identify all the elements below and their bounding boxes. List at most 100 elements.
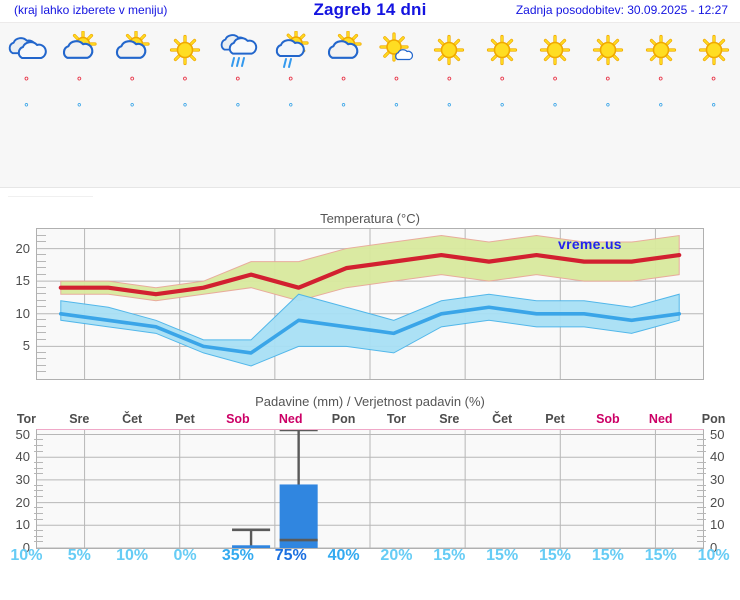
axis-minor-tick (34, 512, 43, 514)
precipitation-day-label: Pet (175, 412, 195, 426)
axis-minor-tick (37, 319, 46, 321)
temperature-axis-tick: 20 (15, 240, 30, 256)
partly-sunny-icon (317, 30, 370, 70)
forecast-day-column: ° ° (687, 27, 740, 123)
forecast-temp-min: ° (394, 101, 399, 114)
axis-minor-tick (37, 358, 46, 360)
axis-minor-tick (34, 541, 43, 543)
partly-sunny-icon (53, 30, 106, 70)
forecast-temp-min: ° (288, 101, 293, 114)
forecast-day-column: ° ° (423, 27, 476, 123)
precipitation-probability: 15% (644, 547, 677, 564)
precipitation-probability-row: 10% 5% 10% 0% 35% 75% 40% 20% 15% 15% 15% 15% 15% 10% (0, 545, 740, 569)
axis-minor-tick (34, 535, 43, 537)
axis-minor-tick (37, 241, 46, 243)
precipitation-probability: 10% (697, 547, 730, 564)
cloudy-icon (0, 30, 53, 70)
axis-minor-tick (37, 364, 46, 366)
forecast-day-column: ° ° (106, 27, 159, 123)
precipitation-axis-tick-right: 10 (710, 517, 725, 533)
axis-minor-tick (37, 371, 46, 373)
precipitation-day-label: Tor (16, 412, 37, 426)
precipitation-probability: 40% (327, 547, 360, 564)
precipitation-chart: Padavine (mm) / Verjetnost padavin (%) T… (0, 393, 740, 569)
temperature-chart: Temperatura (°C) 20 15 10 5 vreme.us (0, 210, 740, 393)
watermark: vreme.us (558, 236, 622, 252)
forecast-temp-min: ° (129, 101, 135, 114)
axis-minor-tick (37, 332, 46, 334)
forecast-day-column: ° ° (0, 27, 53, 123)
axis-minor-tick (34, 495, 43, 497)
axis-minor-tick (697, 529, 706, 531)
forecast-day-column: ° ° (53, 27, 106, 123)
axis-minor-tick (37, 293, 46, 295)
forecast-temp-max: ° (129, 74, 135, 88)
precipitation-axis-tick-left: 20 (15, 494, 30, 510)
last-updated: Zadnja posodobitev: 30.09.2025 - 12:27 (515, 3, 728, 17)
axis-minor-tick (37, 254, 46, 256)
top-bar: (kraj lahko izberete v meniju) Zagreb 14… (0, 0, 740, 22)
precipitation-probability: 15% (539, 547, 572, 564)
precipitation-plot-svg (37, 430, 703, 548)
axis-minor-tick (37, 286, 46, 288)
precipitation-day-label: Sre (439, 412, 460, 426)
forecast-temp-max: ° (446, 74, 452, 88)
forecast-temp-min: ° (658, 101, 663, 114)
forecast-day-column: ° ° (211, 27, 264, 123)
sun-small-cloud-icon (370, 30, 423, 70)
axis-minor-tick (34, 518, 43, 520)
temperature-axis-tick: 15 (15, 273, 30, 289)
precipitation-day-label: Pon (701, 412, 726, 426)
forecast-day-column: ° ° (159, 27, 212, 123)
sunny-icon (581, 30, 634, 70)
axis-minor-tick (37, 273, 46, 275)
forecast-temp-max: ° (393, 74, 399, 88)
precipitation-probability: 10% (10, 547, 43, 564)
forecast-temp-max: ° (711, 74, 717, 88)
axis-minor-tick (697, 541, 706, 543)
forecast-temp-max: ° (235, 74, 241, 88)
precipitation-axis-tick-left: 40 (15, 449, 30, 465)
forecast-temp-max: ° (552, 74, 558, 88)
axis-minor-tick (34, 507, 43, 509)
partly-sunny-icon (106, 30, 159, 70)
forecast-temp-min: ° (77, 101, 82, 114)
forecast-temp-min: ° (552, 101, 558, 114)
precipitation-day-label: Sob (226, 412, 250, 426)
rain-icon (211, 30, 264, 70)
forecast-day-column: ° ° (264, 27, 317, 123)
forecast-temp-max: ° (605, 74, 611, 88)
axis-minor-tick (37, 260, 46, 262)
forecast-temp-min: ° (235, 101, 241, 114)
precipitation-day-labels: Tor Sre Čet Pet Sob Ned Pon Tor Sre Čet Pet Sob Ned P… (0, 411, 740, 429)
forecast-temp-min: ° (711, 101, 716, 114)
axis-minor-tick (34, 473, 43, 475)
precipitation-probability: 75% (274, 547, 307, 564)
axis-minor-tick (37, 338, 46, 340)
precipitation-day-label: Ned (648, 412, 673, 426)
precipitation-day-label: Pet (545, 412, 565, 426)
axis-minor-tick (34, 444, 43, 446)
precipitation-day-label: Ned (278, 412, 303, 426)
sunny-icon (159, 30, 212, 70)
axis-minor-tick (34, 450, 43, 452)
sunny-icon (687, 30, 740, 70)
axis-minor-tick (697, 507, 706, 509)
axis-minor-tick (37, 351, 46, 353)
forecast-temp-max: ° (288, 74, 294, 88)
precipitation-axis-tick-left: 30 (15, 471, 30, 487)
forecast-temp-max: ° (499, 74, 505, 88)
axis-minor-tick (697, 467, 706, 469)
precipitation-axis-tick-left: 0 (22, 540, 30, 555)
location-hint: (kraj lahko izberete v meniju) (14, 3, 168, 17)
forecast-temp-min: ° (605, 101, 611, 114)
temperature-axis-tick: 5 (22, 338, 30, 354)
forecast-temp-min: ° (447, 101, 452, 114)
axis-minor-tick (697, 444, 706, 446)
precipitation-axis-tick-left: 10 (15, 517, 30, 533)
axis-minor-tick (37, 234, 46, 236)
precipitation-probability: 35% (221, 547, 254, 564)
precipitation-day-label: Čet (122, 412, 143, 426)
axis-minor-tick (34, 467, 43, 469)
forecast-temp-max: ° (23, 74, 29, 88)
